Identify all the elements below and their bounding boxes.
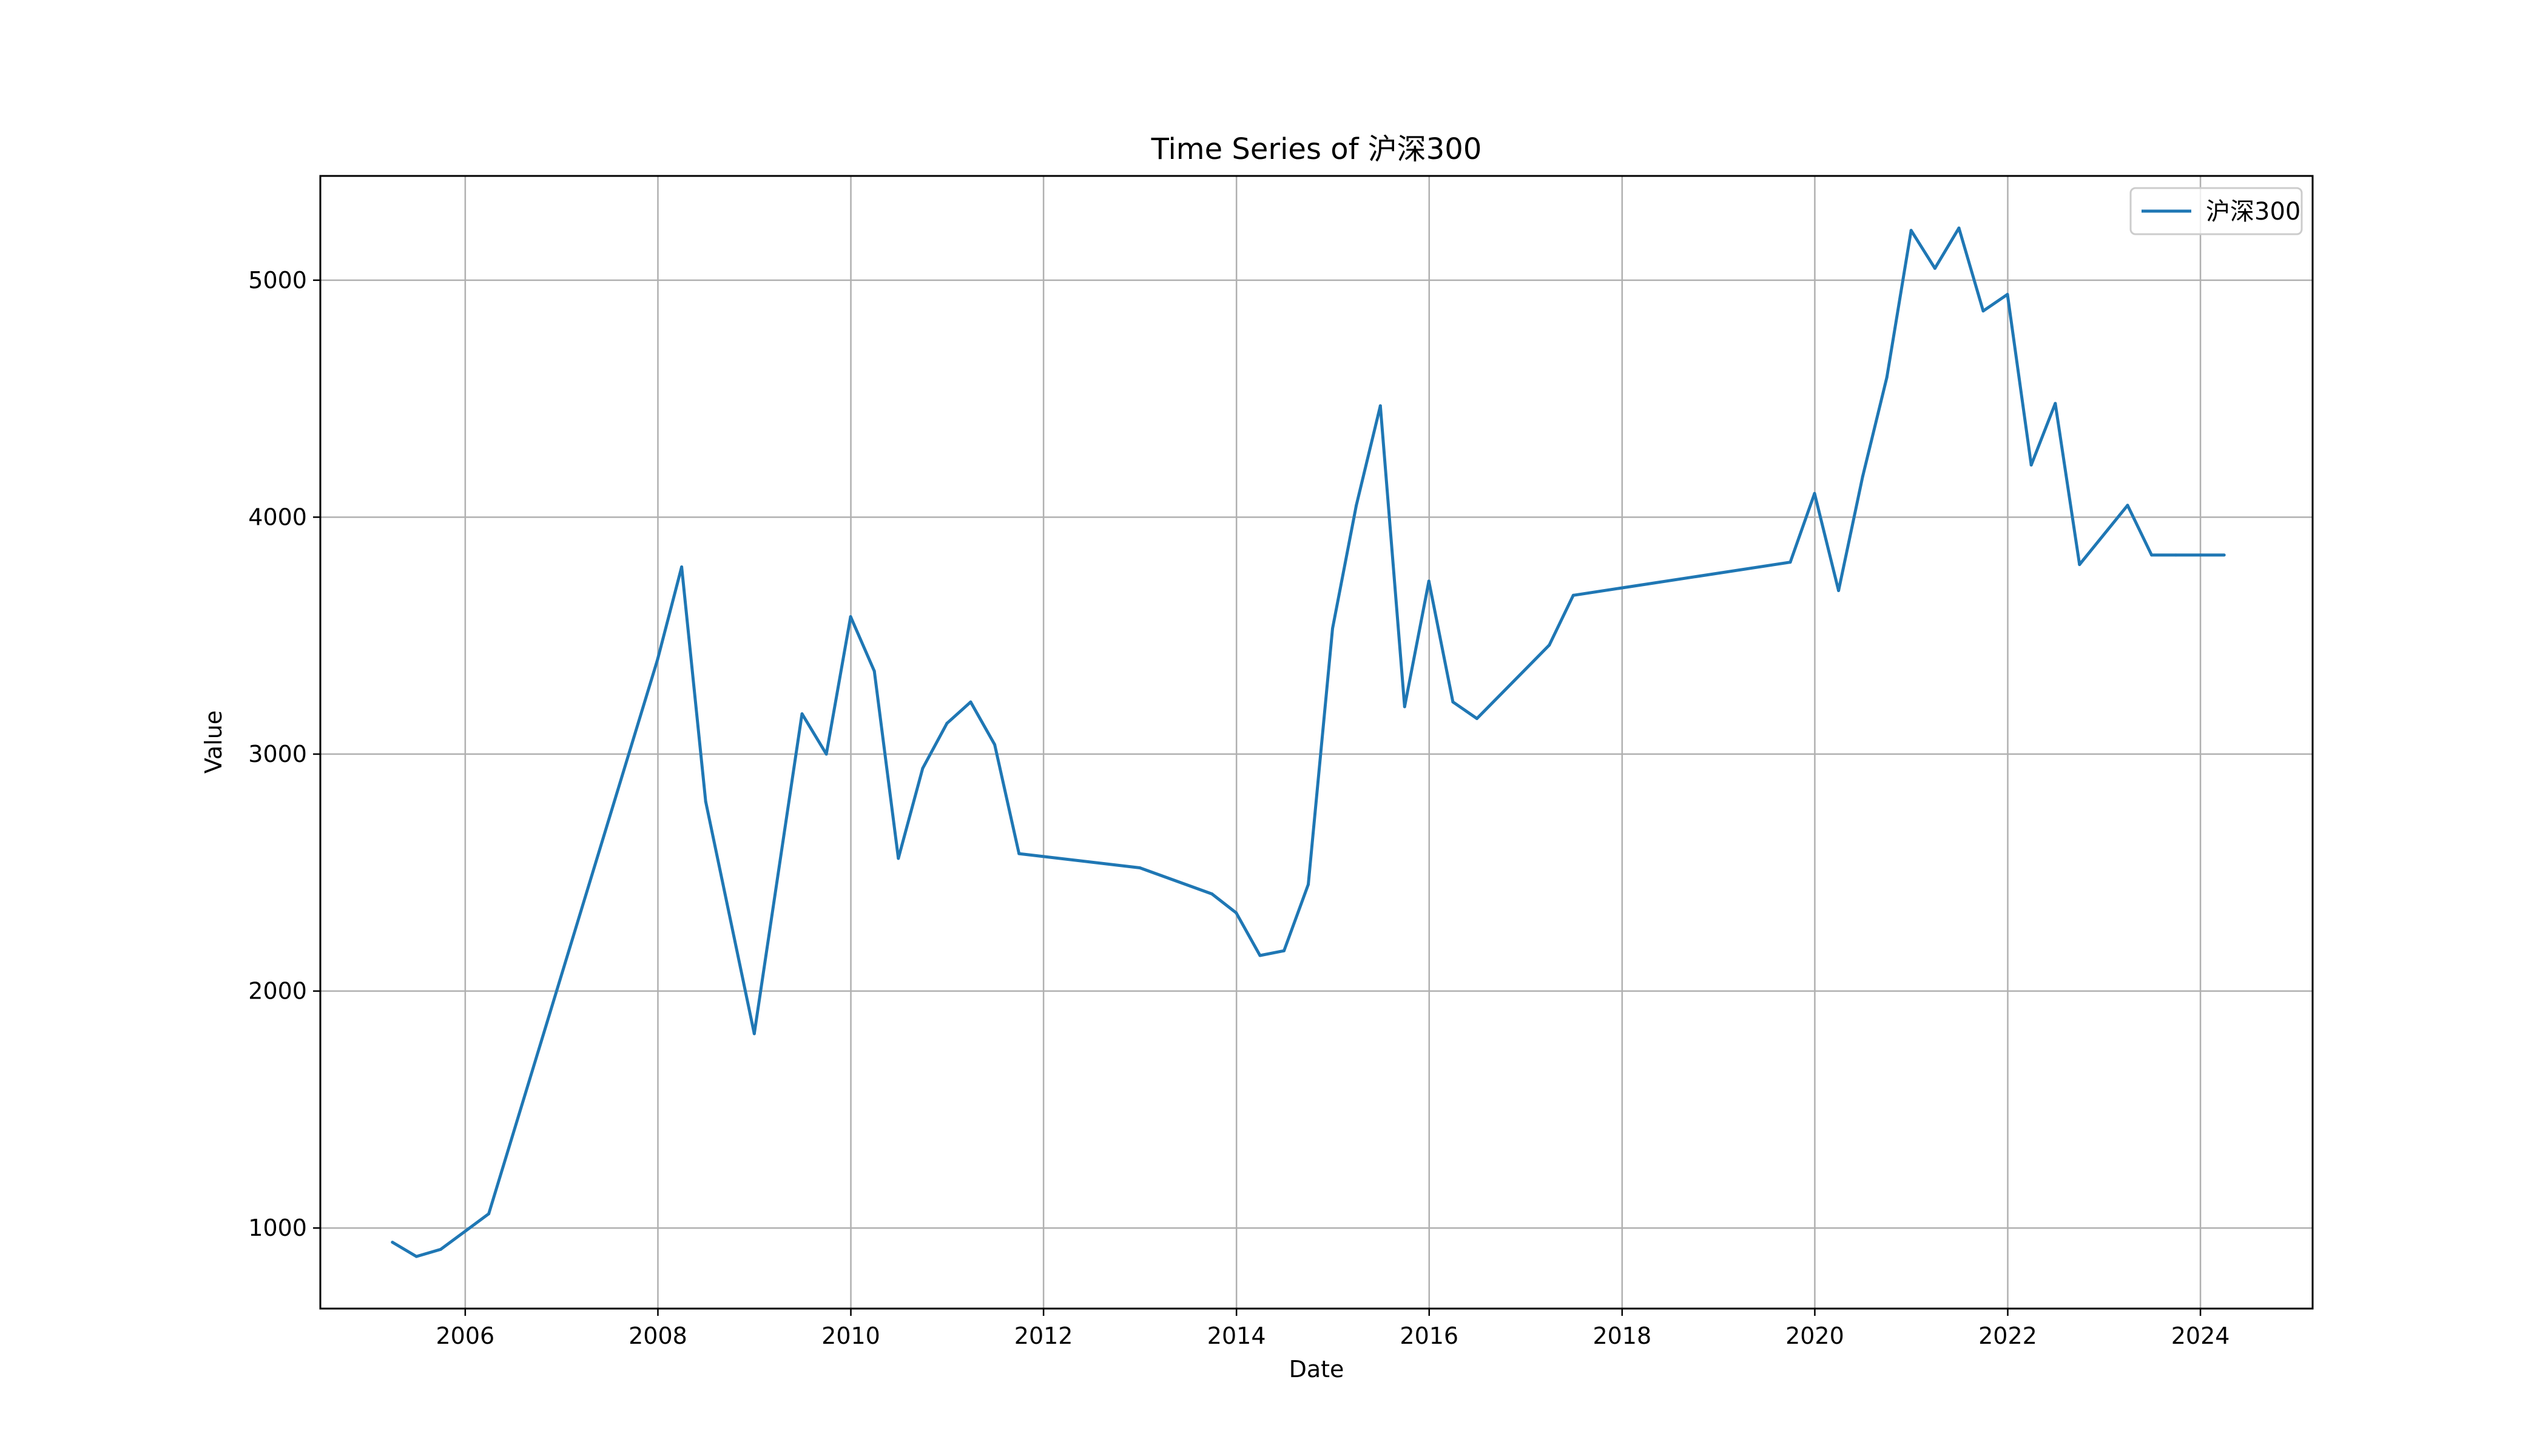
data-point bbox=[1837, 589, 1841, 592]
y-tick-label: 5000 bbox=[248, 267, 307, 294]
data-point bbox=[1548, 643, 1551, 647]
data-point bbox=[1017, 852, 1021, 855]
data-point bbox=[2199, 553, 2202, 557]
data-point bbox=[1981, 309, 1985, 313]
data-point bbox=[969, 700, 972, 704]
data-point bbox=[1282, 949, 1286, 952]
data-point bbox=[921, 767, 925, 770]
data-point bbox=[656, 658, 659, 661]
x-tick-label: 2020 bbox=[1785, 1323, 1844, 1349]
x-tick-label: 2016 bbox=[1400, 1323, 1458, 1349]
data-point bbox=[704, 800, 707, 803]
data-point bbox=[824, 752, 828, 756]
y-axis-label: Value bbox=[200, 710, 227, 774]
data-point bbox=[1885, 376, 1889, 379]
data-point bbox=[680, 565, 684, 568]
data-point bbox=[414, 1255, 418, 1258]
plot-frame bbox=[319, 175, 2314, 1310]
data-point bbox=[2222, 553, 2226, 557]
data-point bbox=[2150, 553, 2154, 557]
y-tick-label: 3000 bbox=[248, 741, 307, 767]
x-tick-label: 2022 bbox=[1978, 1323, 2037, 1349]
data-point bbox=[752, 1032, 756, 1036]
data-point bbox=[1788, 561, 1792, 564]
data-point bbox=[1235, 911, 1238, 915]
data-point bbox=[1307, 883, 1310, 886]
chart-title: Time Series of 沪深300 bbox=[1151, 132, 1482, 166]
data-point bbox=[1258, 954, 1262, 957]
y-tick-label: 2000 bbox=[248, 978, 307, 1005]
data-point bbox=[1571, 593, 1575, 597]
x-tick-label: 2008 bbox=[629, 1323, 687, 1349]
data-point bbox=[439, 1247, 442, 1251]
data-point bbox=[1475, 716, 1478, 720]
data-point bbox=[1861, 475, 1864, 479]
x-tick-label: 2010 bbox=[821, 1323, 880, 1349]
x-tick-label: 2006 bbox=[436, 1323, 495, 1349]
data-point bbox=[2006, 292, 2009, 296]
data-point bbox=[2078, 563, 2081, 567]
data-point bbox=[897, 857, 900, 860]
data-point bbox=[2126, 504, 2129, 507]
legend-box bbox=[2129, 187, 2303, 235]
data-point bbox=[1403, 705, 1406, 709]
x-tick-label: 2012 bbox=[1014, 1323, 1073, 1349]
x-tick-label: 2018 bbox=[1592, 1323, 1651, 1349]
legend: 沪深300 bbox=[2129, 187, 2303, 235]
data-point bbox=[1909, 229, 1913, 232]
data-point bbox=[849, 615, 852, 618]
data-point bbox=[2029, 463, 2033, 467]
data-point bbox=[993, 743, 997, 746]
legend-label: 沪深300 bbox=[2206, 198, 2300, 226]
data-point bbox=[2054, 402, 2057, 405]
x-axis-ticks: 2006 2008 2010 2012 2014 2016 2018 2020 2022 2024 bbox=[436, 1309, 2230, 1349]
x-axis-label: Date bbox=[1289, 1356, 1344, 1383]
data-point bbox=[1331, 627, 1334, 630]
y-axis-ticks: 1000 2000 3000 4000 5000 bbox=[248, 267, 320, 1241]
x-tick-label: 2014 bbox=[1207, 1323, 1266, 1349]
data-point bbox=[800, 712, 804, 716]
data-point bbox=[487, 1212, 491, 1216]
data-point bbox=[1355, 504, 1358, 507]
series-layer bbox=[391, 226, 2226, 1258]
y-tick-label: 1000 bbox=[248, 1215, 307, 1241]
data-point bbox=[1210, 892, 1214, 895]
data-point bbox=[1427, 579, 1431, 583]
data-point bbox=[945, 721, 949, 725]
x-tick-label: 2024 bbox=[2171, 1323, 2230, 1349]
data-point bbox=[1813, 491, 1816, 495]
data-point bbox=[391, 1241, 394, 1244]
data-point bbox=[1957, 226, 1961, 230]
data-point bbox=[872, 669, 876, 673]
data-point bbox=[1451, 700, 1455, 704]
data-point bbox=[1138, 866, 1142, 869]
data-point bbox=[1933, 266, 1936, 270]
y-tick-label: 4000 bbox=[248, 504, 307, 530]
data-point bbox=[2174, 553, 2178, 557]
gridlines bbox=[320, 176, 2313, 1309]
data-point bbox=[1378, 404, 1382, 408]
